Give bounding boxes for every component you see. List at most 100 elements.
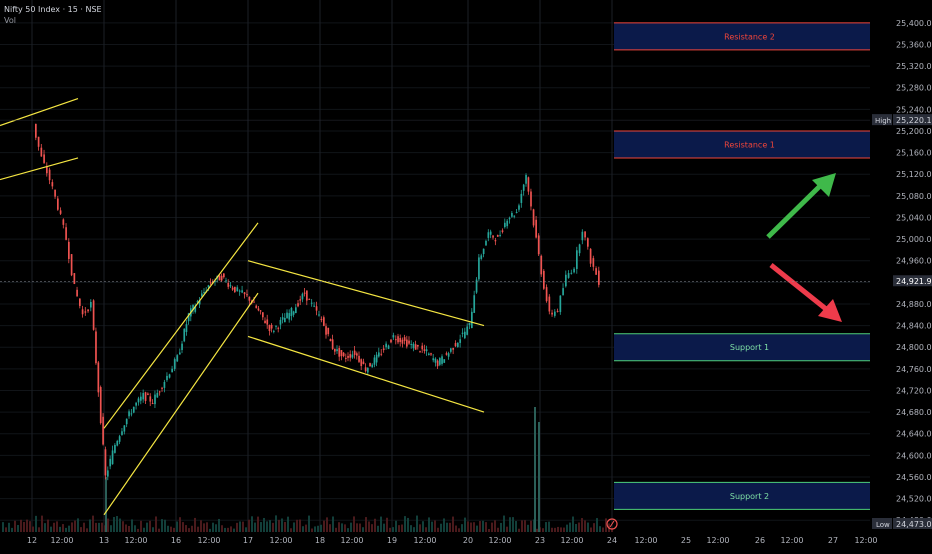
channel-1-lower[interactable] <box>0 157 79 181</box>
session-break-icon[interactable] <box>606 518 618 530</box>
candle-body <box>464 331 466 339</box>
volume-bar <box>182 522 184 532</box>
volume-bar <box>392 527 394 532</box>
volume-bar <box>185 525 187 532</box>
x-tick-label: 13 <box>99 536 109 545</box>
volume-bar <box>464 517 466 532</box>
volume-bar <box>368 521 370 532</box>
volume-bar <box>350 522 352 532</box>
volume-bar <box>248 519 250 532</box>
candle-body <box>97 362 100 393</box>
candle-body <box>551 312 553 315</box>
high-tag-label: High <box>875 117 891 125</box>
volume-bar <box>137 528 139 532</box>
channel-3-upper[interactable] <box>247 260 485 327</box>
candle-body <box>403 337 406 341</box>
candle-body <box>587 238 589 247</box>
volume-bar <box>455 525 457 532</box>
candle-body <box>286 312 288 319</box>
volume-bar <box>425 527 427 532</box>
volume-bar <box>389 527 391 532</box>
candle-body <box>59 210 62 214</box>
volume-bar <box>68 525 70 532</box>
volume-bar <box>440 523 442 532</box>
volume-bar <box>344 524 346 532</box>
volume-bar <box>152 527 154 532</box>
volume-bar <box>146 522 148 532</box>
candle-body <box>487 232 490 238</box>
volume-bar <box>422 521 424 532</box>
volume-bar <box>590 527 592 532</box>
volume-bar <box>44 523 46 532</box>
current-price-value: 24,921.90 <box>896 277 932 286</box>
candle-body <box>382 348 385 351</box>
candle-body <box>107 470 109 477</box>
volume-bar <box>110 525 112 532</box>
candle-body <box>284 317 286 323</box>
candle-body <box>320 318 323 320</box>
candle-body <box>171 368 173 373</box>
bearish-arrow-icon <box>818 299 842 322</box>
zone-resistance-1[interactable] <box>614 22 885 50</box>
candle-body <box>318 314 320 316</box>
zone-support-4[interactable] <box>614 482 885 510</box>
candle-body <box>62 219 65 225</box>
candle-body <box>520 193 523 203</box>
x-tick-label: 18 <box>315 536 325 545</box>
y-tick-label: 24,640.00 <box>896 430 932 439</box>
candle-body <box>325 326 327 335</box>
candle-body <box>349 354 352 358</box>
volume-bar <box>449 522 451 532</box>
volume-bar <box>203 523 205 532</box>
volume-bar <box>290 528 292 532</box>
volume-bar <box>359 523 361 532</box>
candle-body <box>231 287 234 290</box>
x-tick-label: 24 <box>607 536 617 545</box>
x-tick-label: 12:00 <box>706 536 729 545</box>
candle-body <box>315 306 318 311</box>
volume-bar <box>239 521 241 532</box>
candle-body <box>423 349 426 351</box>
candle-body <box>76 289 78 297</box>
time-axis[interactable] <box>0 532 870 550</box>
candle-body <box>417 344 419 347</box>
volume-bar <box>587 522 589 532</box>
volume-bar <box>287 516 289 532</box>
x-tick-label: 23 <box>535 536 545 545</box>
candle-body <box>504 222 506 228</box>
candle-body <box>347 355 349 358</box>
candle-body <box>246 294 248 296</box>
price-axis[interactable] <box>870 0 932 550</box>
volume-bar <box>224 527 226 532</box>
zone-resistance-2[interactable] <box>614 130 885 158</box>
channel-1-upper[interactable] <box>0 97 79 127</box>
channel-2-lower[interactable] <box>103 292 259 516</box>
volume-bar <box>596 518 598 532</box>
volume-bar <box>536 528 538 532</box>
candle-body <box>275 325 277 327</box>
candle-body <box>450 348 452 352</box>
candle-body <box>292 311 295 315</box>
volume-bar <box>482 520 484 532</box>
candle-body <box>299 299 302 301</box>
volume-bar <box>56 521 58 532</box>
volume-bar <box>215 524 217 532</box>
candle-body <box>264 320 266 324</box>
x-tick-label: 12 <box>27 536 37 545</box>
candle-body <box>65 227 67 240</box>
volume-bar <box>551 527 553 532</box>
volume-bar <box>560 527 562 532</box>
candle-body <box>595 268 597 275</box>
channel-2-upper[interactable] <box>103 222 259 429</box>
volume-bar <box>47 519 49 532</box>
candle-body <box>589 248 592 264</box>
candle-body <box>140 396 142 401</box>
volume-bar <box>221 525 223 532</box>
zone-support-3[interactable] <box>614 333 885 361</box>
candle-body <box>380 353 383 355</box>
candle-body <box>364 367 367 372</box>
channel-3-lower[interactable] <box>247 335 485 413</box>
x-tick-label: 27 <box>828 536 838 545</box>
